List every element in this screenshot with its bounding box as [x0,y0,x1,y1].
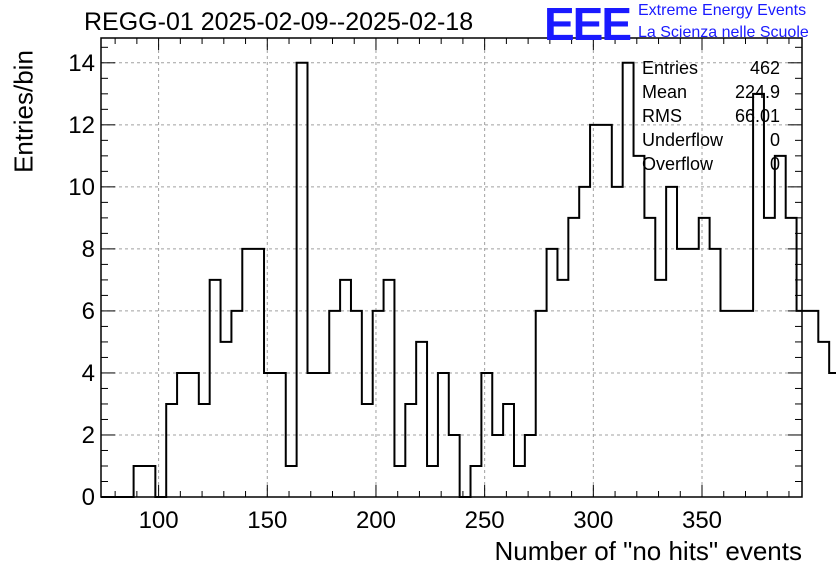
stat-entries: Entries 462 [642,58,780,82]
y-tick-label: 6 [82,298,95,325]
stat-mean: Mean 224.9 [642,82,780,106]
plot-frame [100,37,803,498]
chart-title: REGG-01 2025-02-09--2025-02-18 [84,8,474,36]
stat-value: 462 [749,58,780,78]
x-tick-label: 300 [573,507,613,534]
stat-value: 0 [769,154,780,174]
stat-label: RMS [642,106,682,126]
y-tick-label: 10 [68,174,95,201]
stat-label: Entries [642,58,699,78]
brand-line-1: Extreme Energy Events [638,2,807,19]
stat-label: Mean [642,82,688,102]
stat-value: 224.9 [734,82,780,102]
y-tick-label: 12 [68,112,95,139]
x-tick-label: 350 [682,507,722,534]
stats-box: Entries 462 Mean 224.9 RMS 66.01 Underflow 0… [642,58,780,178]
y-tick-label: 0 [82,484,95,511]
histogram-line [101,61,836,498]
y-tick-label: 14 [68,50,95,77]
brand-line-2: La Scienza nelle Scuole [638,24,809,41]
stat-overflow: Overflow 0 [642,154,780,178]
stat-rms: RMS 66.01 [642,106,780,130]
stat-label: Underflow [642,130,724,150]
y-axis-label: Entries/bin [8,50,39,173]
x-axis-label: Number of "no hits" events [494,536,803,566]
x-tick-label: 100 [139,507,179,534]
y-tick-label: 4 [82,360,95,387]
stat-value: 66.01 [734,106,780,126]
x-tick-label: 150 [247,507,287,534]
x-tick-label: 250 [465,507,505,534]
logo-text: EEE [544,0,630,44]
stat-label: Overflow [642,154,714,174]
y-tick-label: 8 [82,236,95,263]
stat-value: 0 [769,130,780,150]
x-tick-label: 200 [356,507,396,534]
stat-underflow: Underflow 0 [642,130,780,154]
eee-logo: EEE [544,0,632,44]
y-tick-label: 2 [82,422,95,449]
